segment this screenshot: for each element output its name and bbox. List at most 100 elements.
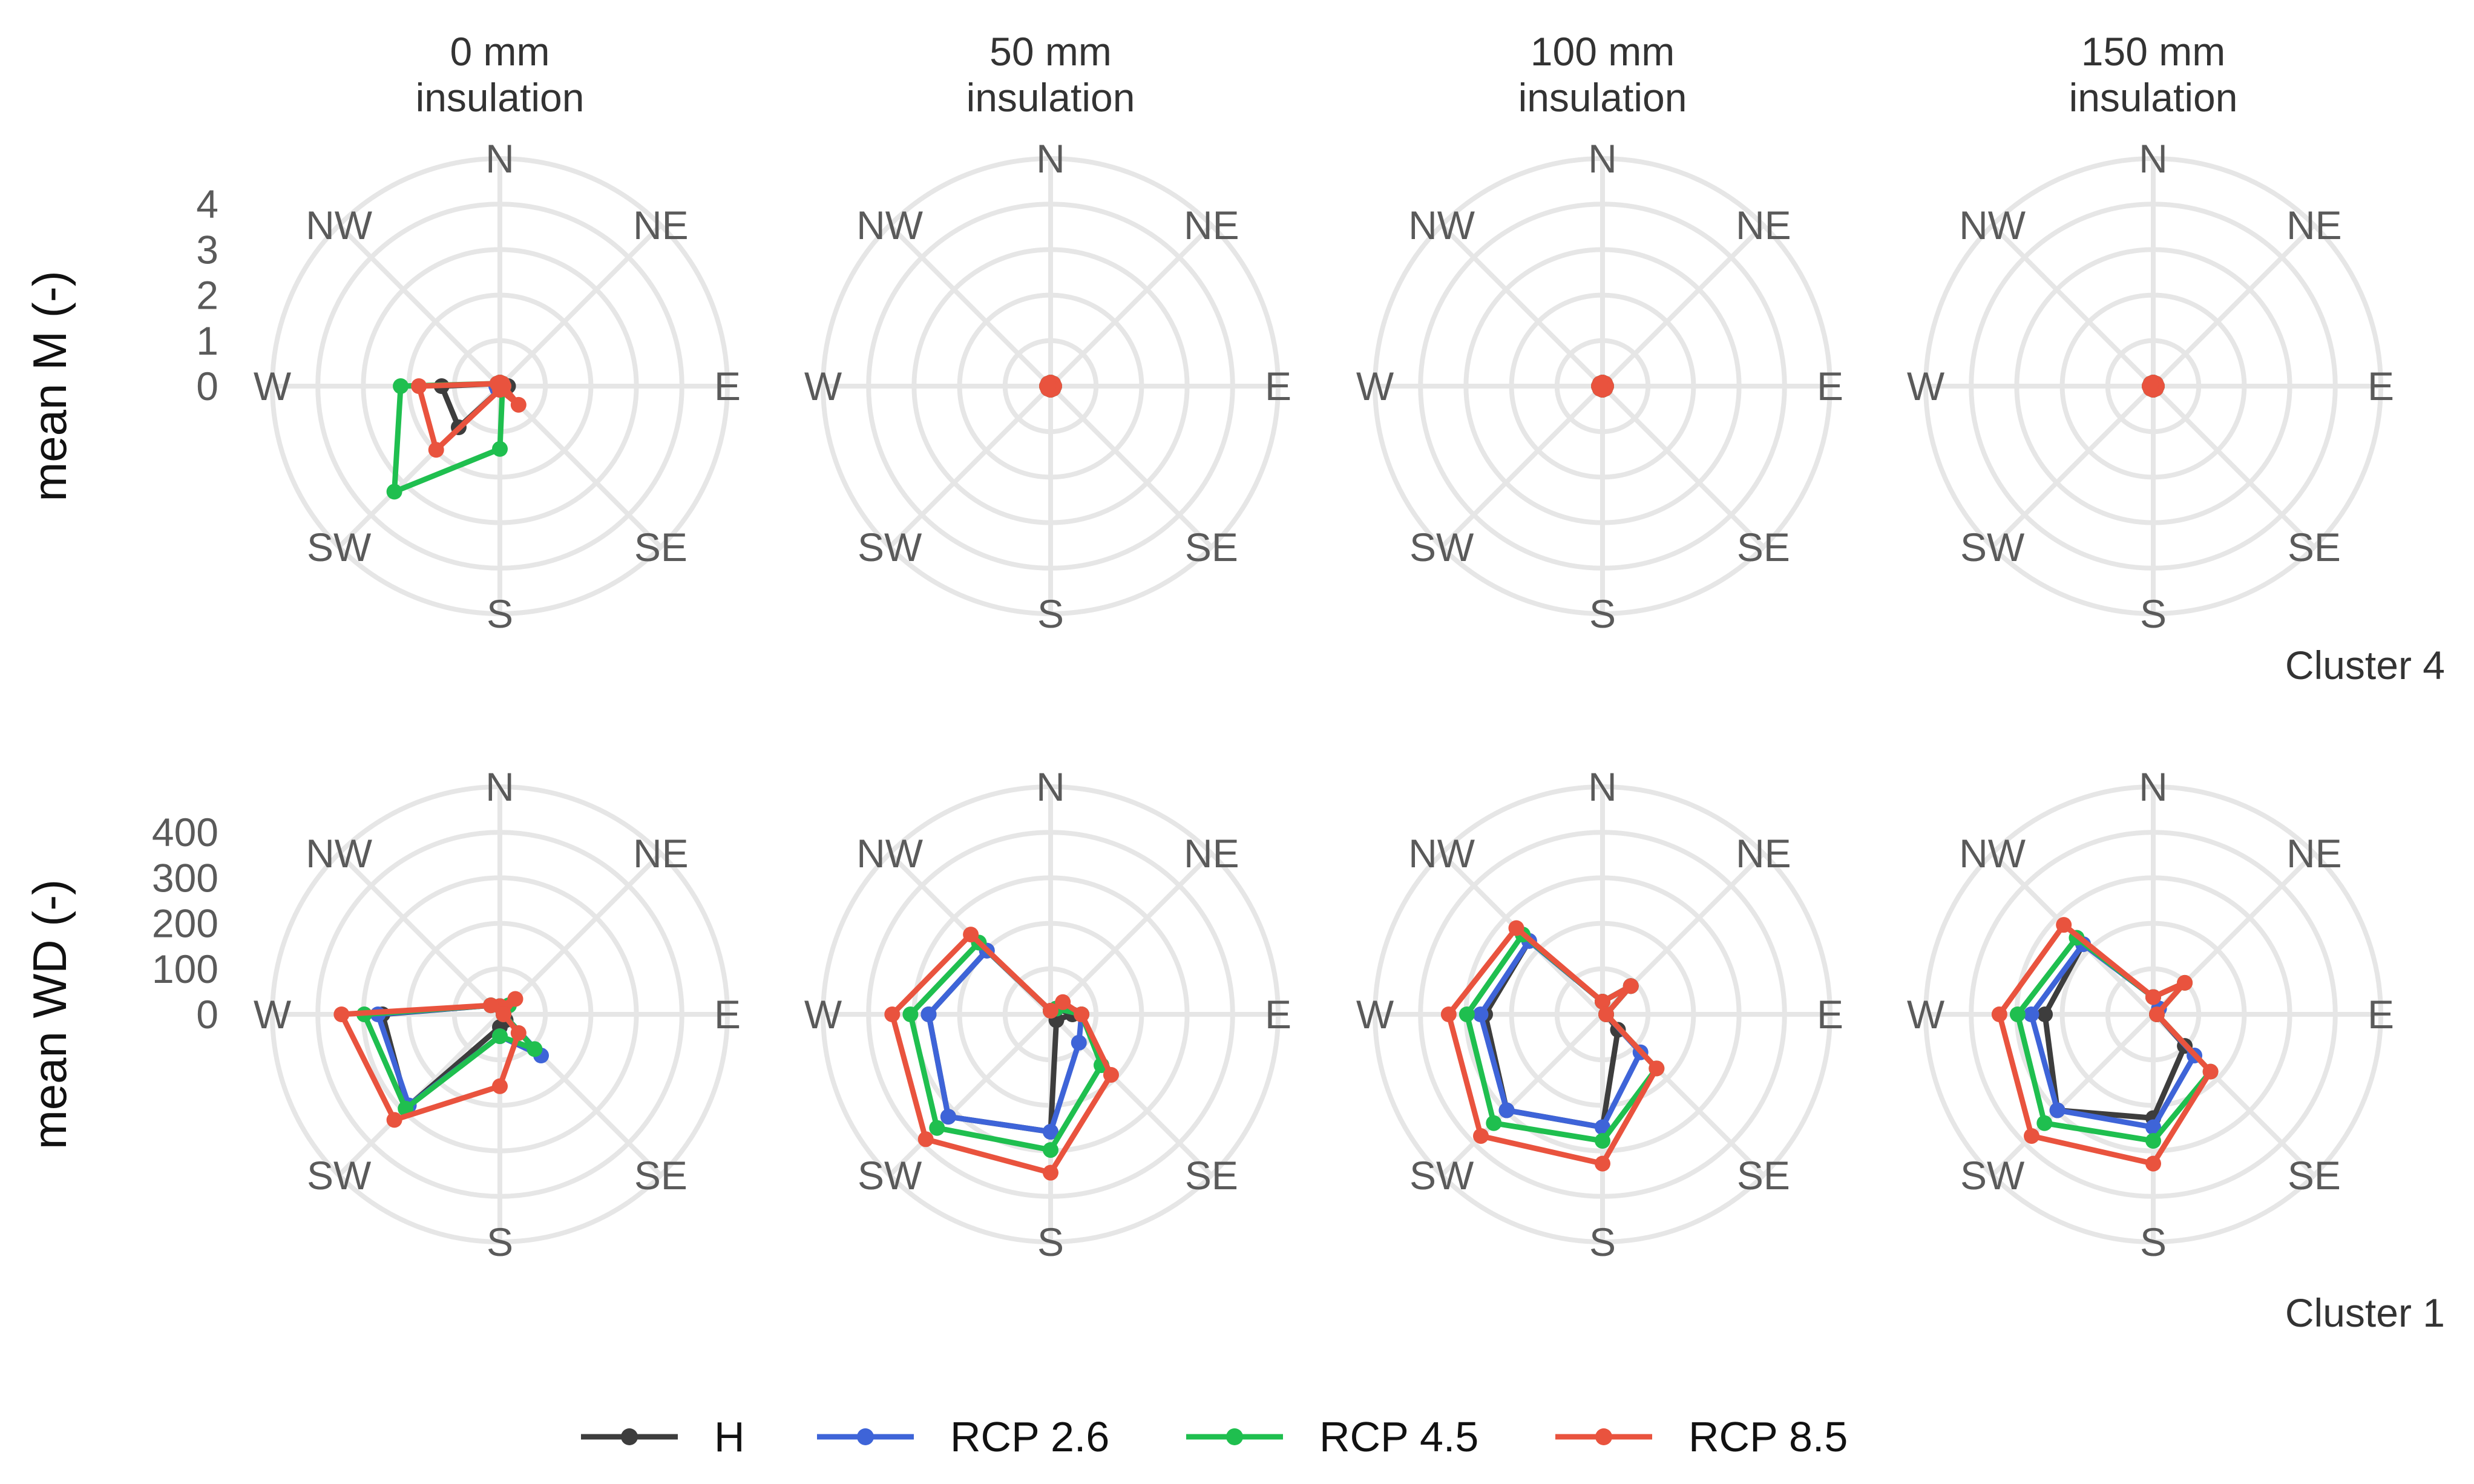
direction-label: N <box>2139 764 2168 809</box>
radar-panel: N NE E SE S SW W NW <box>1907 136 2394 636</box>
direction-label: NE <box>633 203 689 248</box>
column-title-line: 50 mm <box>989 29 1112 74</box>
radial-tick-label: 100 <box>152 947 218 991</box>
direction-label: E <box>714 992 741 1037</box>
direction-label: S <box>487 591 513 636</box>
grid-spoke <box>1440 223 1604 388</box>
series-point <box>1623 978 1639 994</box>
direction-label: SE <box>634 1153 687 1198</box>
direction-label: W <box>1356 364 1394 409</box>
legend-label: H <box>714 1413 745 1460</box>
series-point <box>1473 1128 1489 1144</box>
direction-label: SW <box>858 525 922 570</box>
series-point <box>1595 1155 1610 1172</box>
series-point <box>428 442 444 458</box>
direction-label: W <box>254 364 292 409</box>
series-point <box>1595 993 1610 1010</box>
direction-label: SE <box>1737 1153 1790 1198</box>
direction-label: NW <box>1959 203 2026 248</box>
series-point <box>920 1006 937 1022</box>
series-point <box>1440 1006 1457 1022</box>
grid-spoke <box>1049 852 1213 1016</box>
series-point <box>411 378 427 394</box>
grid-spoke <box>1990 384 2155 549</box>
radial-tick-label: 0 <box>196 364 218 409</box>
series-point <box>527 1041 543 1057</box>
direction-label: S <box>1589 1220 1616 1264</box>
grid-spoke <box>498 223 663 388</box>
direction-label: NE <box>1736 203 1791 248</box>
direction-label: SE <box>2288 525 2341 570</box>
row-axis-label: mean WD (-) <box>23 879 76 1149</box>
radial-tick-label: 4 <box>196 182 218 226</box>
direction-label: NW <box>856 203 924 248</box>
legend: H RCP 2.6 RCP 4.5 RCP 8.5 <box>581 1413 1848 1460</box>
series-point <box>940 1109 956 1125</box>
series-point <box>496 1006 511 1022</box>
series-point <box>2056 917 2072 933</box>
series-point <box>1592 375 1608 392</box>
direction-label: SW <box>1409 1153 1474 1198</box>
grid-spoke <box>1440 384 1604 549</box>
series-point <box>2023 1006 2039 1022</box>
series-point <box>1074 1006 1090 1022</box>
series-point <box>1071 1034 1087 1051</box>
series-point <box>510 1025 527 1041</box>
direction-label: SW <box>307 525 372 570</box>
direction-label: W <box>254 992 292 1037</box>
direction-label: SW <box>1960 525 2025 570</box>
direction-label: SE <box>2288 1153 2341 1198</box>
direction-label: SE <box>1185 1153 1238 1198</box>
direction-label: E <box>1817 992 1843 1037</box>
radar-panel: N NE E SE S SW W NW <box>804 136 1291 636</box>
series-point <box>2177 974 2193 991</box>
grid-spoke <box>1440 1013 1604 1177</box>
series-point <box>393 378 409 394</box>
radial-tick-label: 0 <box>196 992 218 1037</box>
series-point <box>1043 1003 1058 1019</box>
grid-spoke <box>2151 384 2316 549</box>
series-line-rcp-2-6 <box>926 948 1084 1135</box>
radar-panel: N NE E SE S SW W NW <box>1356 764 1843 1264</box>
direction-label: NW <box>1408 831 1475 876</box>
grid-spoke <box>2151 223 2316 388</box>
series-point <box>1043 1142 1058 1158</box>
series-point <box>1486 1115 1502 1131</box>
direction-label: W <box>804 992 842 1037</box>
column-title-line: 100 mm <box>1531 29 1675 74</box>
grid-spoke <box>1601 223 1765 388</box>
direction-label: SE <box>1737 525 1790 570</box>
direction-label: NW <box>856 831 924 876</box>
series-point <box>2145 1155 2161 1172</box>
direction-label: SE <box>1185 525 1238 570</box>
direction-label: W <box>1907 364 1945 409</box>
grid-spoke <box>1990 1013 2155 1177</box>
legend-key-point <box>621 1428 638 1445</box>
grid-spoke <box>888 1013 1052 1177</box>
grid-spoke <box>337 852 502 1016</box>
direction-label: N <box>1588 136 1617 181</box>
column-title-line: insulation <box>966 75 1135 120</box>
direction-label: S <box>2140 591 2167 636</box>
column-title-line: insulation <box>1518 75 1687 120</box>
cluster-label: Cluster 4 <box>2285 643 2445 688</box>
direction-label: NW <box>1959 831 2026 876</box>
direction-label: N <box>1036 764 1065 809</box>
series-point <box>963 927 979 943</box>
legend-key-point <box>1595 1428 1612 1445</box>
series-point <box>2142 375 2159 392</box>
direction-label: NE <box>1736 831 1791 876</box>
series-point <box>489 375 505 392</box>
direction-label: N <box>1036 136 1065 181</box>
series-point <box>1472 1006 1489 1022</box>
series-point <box>1040 375 1056 392</box>
series-point <box>1595 1133 1610 1149</box>
radial-tick-label: 3 <box>196 227 218 272</box>
grid-spoke <box>1049 223 1213 388</box>
radar-panel: N NE E SE S SW W NW <box>1907 764 2394 1264</box>
series-point <box>1103 1066 1119 1083</box>
series-point <box>1043 1164 1058 1181</box>
grid-spoke <box>498 384 663 549</box>
direction-label: W <box>1356 992 1394 1037</box>
